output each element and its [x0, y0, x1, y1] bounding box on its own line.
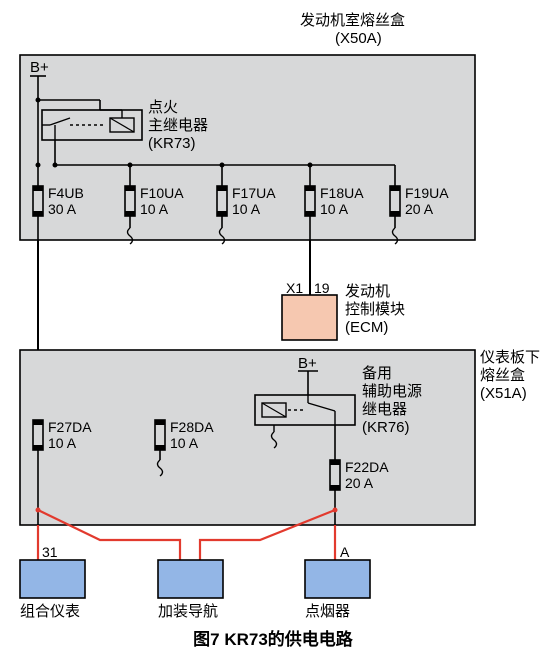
- fuse-name: F4UB: [48, 185, 84, 201]
- ecm-l1: 发动机: [345, 283, 390, 300]
- ecm-l3: (ECM): [345, 319, 388, 336]
- b-plus-mid: B+: [298, 355, 317, 372]
- ecm-conn-19: 19: [314, 280, 330, 296]
- bottom-box-title-3: (X51A): [480, 385, 527, 402]
- fuse-rating: 30 A: [48, 201, 77, 217]
- fuse-name: F28DA: [170, 419, 214, 435]
- bottom-box-title-1: 仪表板下: [480, 348, 540, 366]
- fuse-name: F22DA: [345, 459, 389, 475]
- fuse-rating: 10 A: [320, 201, 349, 217]
- module-nav-label: 加装导航: [158, 603, 218, 620]
- dash-fusebox: [20, 350, 475, 525]
- b-plus-top: B+: [30, 59, 49, 76]
- relay-top-l2: 主继电器: [148, 117, 208, 134]
- bottom-box-title-2: 熔丝盒: [480, 367, 525, 384]
- fuse-rating: 10 A: [232, 201, 261, 217]
- relay-top-l1: 点火: [148, 99, 178, 116]
- figure-caption: 图7 KR73的供电电路: [0, 625, 546, 650]
- fuse-rating: 10 A: [140, 201, 169, 217]
- fuse-name: F18UA: [320, 185, 364, 201]
- relay-b-l4: (KR76): [362, 419, 410, 436]
- fuse-name: F17UA: [232, 185, 276, 201]
- top-box-title-2: (X50A): [335, 30, 382, 47]
- module-nav: [158, 560, 223, 598]
- ecm-conn-x1: X1: [286, 280, 303, 296]
- fuse-name: F10UA: [140, 185, 184, 201]
- relay-b-l3: 继电器: [362, 401, 407, 418]
- relay-top-l3: (KR73): [148, 135, 196, 152]
- fuse-rating: 10 A: [48, 435, 77, 451]
- relay-b-l1: 备用: [362, 365, 392, 382]
- fuse-rating: 10 A: [170, 435, 199, 451]
- pin-a: A: [340, 544, 350, 560]
- module-cluster-label: 组合仪表: [20, 603, 80, 620]
- relay-b-l2: 辅助电源: [362, 383, 422, 400]
- module-lighter-label: 点烟器: [305, 603, 350, 620]
- module-lighter: [305, 560, 370, 598]
- fuse-rating: 20 A: [405, 201, 434, 217]
- pin-31: 31: [42, 544, 58, 560]
- ecm-module: [282, 295, 337, 340]
- fuse-rating: 20 A: [345, 475, 374, 491]
- module-cluster: [20, 560, 85, 598]
- fuse-name: F19UA: [405, 185, 449, 201]
- fuse-name: F27DA: [48, 419, 92, 435]
- ecm-l2: 控制模块: [345, 301, 405, 318]
- top-box-title-1: 发动机室熔丝盒: [300, 12, 405, 29]
